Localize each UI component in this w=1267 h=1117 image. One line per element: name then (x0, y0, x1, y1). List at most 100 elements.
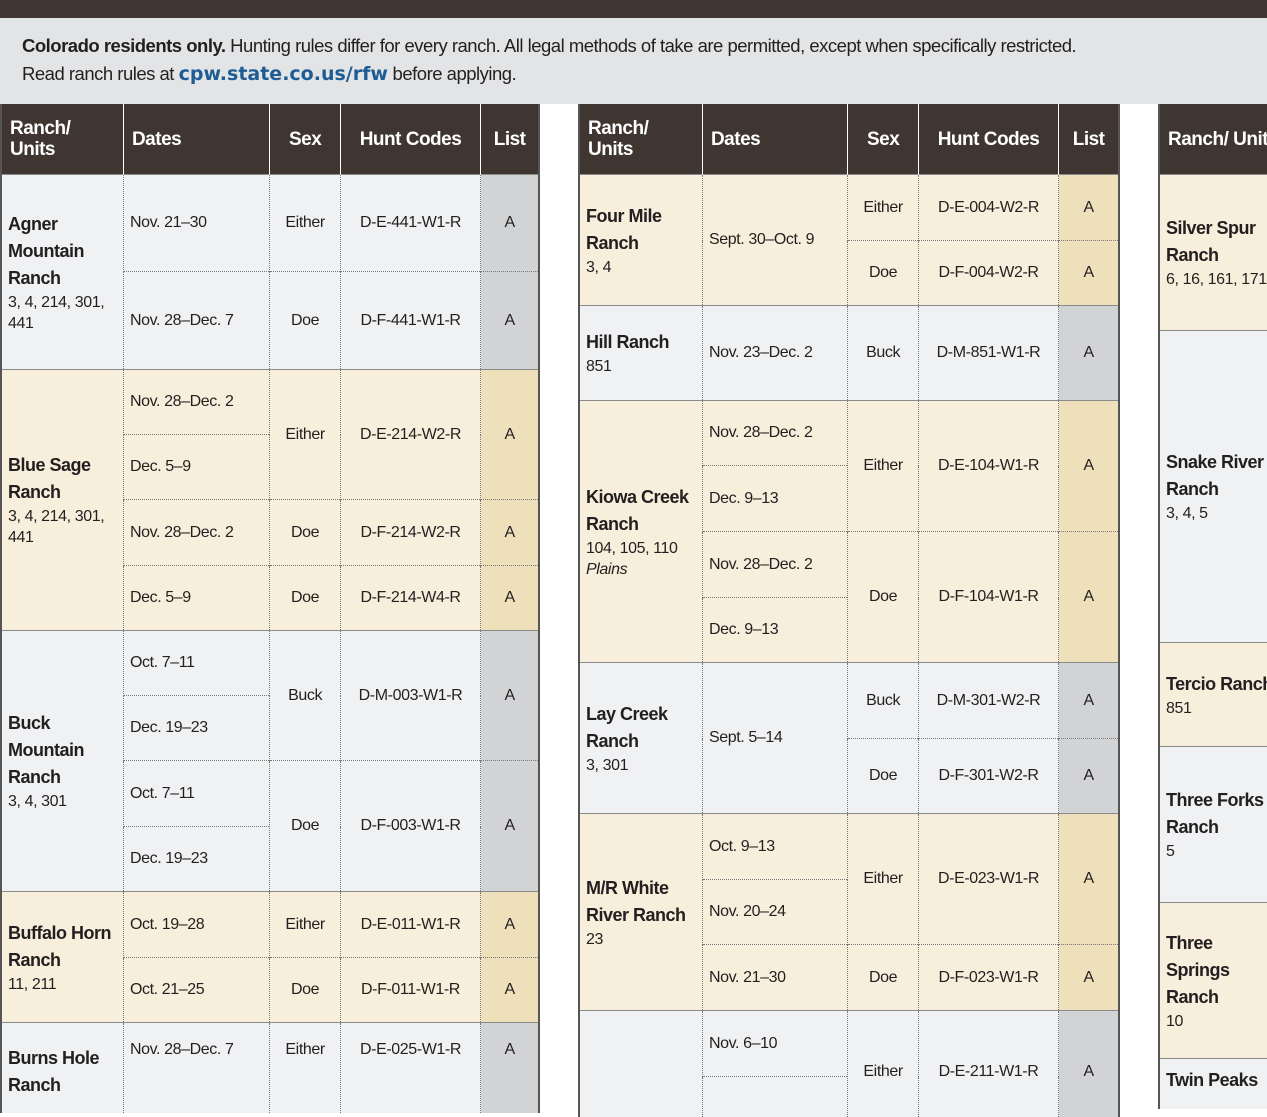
sex-cell: Either (847, 1010, 919, 1117)
sex-cell: Either (269, 174, 341, 272)
ranch-units: 3, 4, 214, 301, 441 (8, 508, 105, 546)
ranch-cell: Twin Peaks (1159, 1058, 1267, 1109)
table-row: Dec. 9–13 (579, 465, 1119, 532)
hunt-code-cell: D-E-004-W2-R (917, 174, 1059, 241)
table-row: Nov. 6–10 Either D-E-211-W1-R A (579, 1010, 1119, 1117)
hunt-code-cell: D-F-301-W2-R (917, 738, 1059, 814)
header-sex: Sex (847, 104, 919, 175)
intro-text-1: Hunting rules differ for every ranch. Al… (225, 35, 1077, 56)
sex-cell: Buck (269, 630, 341, 761)
ranch-units: 3, 4, 5 (1166, 505, 1208, 522)
dates-cell: Oct. 9–13 (701, 813, 848, 880)
dates-cell: Dec. 19–23 (122, 826, 270, 892)
ranch-cell: Buck Mountain Ranch 3, 4, 301 (1, 630, 124, 892)
table-row: Tercio Ranch 851 (1159, 642, 1267, 747)
ranch-name: Silver Spur Ranch (1166, 218, 1256, 265)
table-row: Burns Hole Ranch Nov. 28–Dec. 7 Either D… (1, 1022, 539, 1113)
table-row: Nov. 28–Dec. 2 Doe D-F-214-W2-R A (1, 499, 539, 566)
ranch-cell (579, 1010, 703, 1117)
header-list: List (480, 104, 539, 175)
hunt-code-cell: D-F-104-W1-R (917, 531, 1059, 663)
table-row: Hill Ranch 851 Nov. 23–Dec. 2 Buck D-M-85… (579, 305, 1119, 401)
dates-cell: Nov. 21–30 (122, 174, 270, 272)
table-row: Buck Mountain Ranch 3, 4, 301 Oct. 7–11 B… (1, 630, 539, 892)
ranch-name: Four Mile Ranch (586, 205, 662, 253)
dates-cell: Nov. 6–10 (701, 1010, 848, 1077)
hunt-code-cell: D-F-004-W2-R (917, 240, 1059, 306)
hunt-code-cell: D-E-011-W1-R (339, 891, 481, 958)
ranch-table-3: Ranch/ Units Silver Spur Ranch 6, 16, 161… (1158, 104, 1267, 1109)
hunt-code-cell: D-F-214-W4-R (339, 565, 481, 631)
ranch-cell: Three Springs Ranch 10 (1159, 902, 1267, 1059)
ranch-name: Tercio Ranch (1166, 673, 1267, 694)
dates-cell: Dec. 19–23 (122, 695, 270, 761)
list-cell: A (480, 174, 539, 272)
ranch-units: 3, 4 (586, 258, 612, 276)
sex-cell: Buck (847, 662, 919, 739)
list-cell: A (480, 499, 539, 566)
list-cell: A (1058, 813, 1119, 945)
table-row: Buffalo Horn Ranch 11, 211 Oct. 19–28 Eit… (1, 891, 539, 1023)
table-row: Four Mile Ranch 3, 4 Sept. 30–Oct. 9 Eith… (579, 174, 1119, 306)
ranch-name: Blue Sage Ranch (8, 455, 91, 502)
intro-text-2: Read ranch rules at (22, 63, 179, 84)
table-row: Nov. 21–30 Doe D-F-023-W1-R A (579, 944, 1119, 1011)
ranch-units: 3, 4, 301 (8, 793, 67, 810)
dates-cell: Nov. 20–24 (701, 879, 848, 945)
dates-cell: Nov. 28–Dec. 7 (122, 271, 270, 370)
intro-panel: Colorado residents only. Hunting rules d… (0, 18, 1267, 104)
ranch-units: 5 (1166, 843, 1175, 860)
ranch-name: Snake River Ranch (1166, 452, 1264, 499)
dates-cell: Dec. 5–9 (122, 434, 270, 500)
ranch-name: M/R White River Ranch (586, 877, 686, 925)
table-row: Kiowa Creek Ranch 104, 105, 110 Plains Nov… (579, 400, 1119, 663)
ranch-units: 23 (586, 930, 603, 948)
top-banner (0, 0, 1267, 18)
list-cell: A (1058, 738, 1119, 814)
ranch-cell: Four Mile Ranch 3, 4 (579, 174, 703, 306)
dates-cell: Oct. 7–11 (122, 760, 270, 827)
header-dates: Dates (701, 104, 848, 175)
sex-cell: Doe (269, 957, 341, 1023)
ranch-units: 6, 16, 161, 171 (1166, 271, 1267, 288)
table-row: Oct. 7–11 Doe D-F-003-W1-R A (1, 760, 539, 892)
ranch-cell: Hill Ranch 851 (579, 305, 703, 401)
dates-cell: Nov. 28–Dec. 2 (122, 369, 270, 435)
hunt-code-cell: D-F-214-W2-R (339, 499, 481, 566)
list-cell: A (1058, 400, 1119, 532)
dates-cell: Sept. 30–Oct. 9 (701, 174, 848, 306)
table-row: M/R White River Ranch 23 Oct. 9–13 Either… (579, 813, 1119, 1011)
ranch-cell: Tercio Ranch 851 (1159, 642, 1267, 747)
table-row: Nov. 20–24 (579, 879, 1119, 945)
dates-cell: Oct. 21–25 (122, 957, 270, 1023)
sex-cell: Doe (269, 499, 341, 566)
dates-cell: Nov. 21–30 (701, 944, 848, 1011)
sex-cell: Doe (847, 240, 919, 306)
dates-cell: Sept. 5–14 (701, 662, 848, 814)
table-row: Silver Spur Ranch 6, 16, 161, 171 (1159, 174, 1267, 331)
header-ranch: Ranch/ Units (579, 104, 703, 175)
sex-cell: Doe (847, 738, 919, 814)
ranch-units: 10 (1166, 1012, 1183, 1030)
ranch-name: Buffalo Horn Ranch (8, 922, 111, 970)
dates-cell: Oct. 19–28 (122, 891, 270, 958)
hunt-code-cell: D-E-214-W2-R (339, 369, 481, 500)
dates-cell: Nov. 28–Dec. 7 (122, 1022, 270, 1113)
ranch-name: Three Forks Ranch (1166, 790, 1264, 837)
ranch-name: Buck Mountain Ranch (8, 713, 84, 787)
list-cell: A (480, 271, 539, 370)
rules-link[interactable]: cpw.state.co.us/rfw (178, 63, 388, 85)
table-row: Nov. 28–Dec. 2 Doe D-F-104-W1-R A (579, 531, 1119, 663)
ranch-cell: Lay Creek Ranch 3, 301 (579, 662, 703, 814)
table-row: Oct. 21–25 Doe D-F-011-W1-R A (1, 957, 539, 1023)
header-hunt-codes: Hunt Codes (339, 104, 481, 175)
ranch-name: Three Springs Ranch (1166, 932, 1230, 1007)
header-sex: Sex (269, 104, 341, 175)
ranch-cell: Buffalo Horn Ranch 11, 211 (1, 891, 124, 1023)
sex-cell: Doe (269, 271, 341, 370)
list-cell: A (480, 630, 539, 761)
sex-cell: Either (269, 1022, 341, 1113)
sex-cell: Either (269, 891, 341, 958)
header-dates: Dates (122, 104, 270, 175)
dates-cell: Nov. 28–Dec. 2 (701, 400, 848, 466)
